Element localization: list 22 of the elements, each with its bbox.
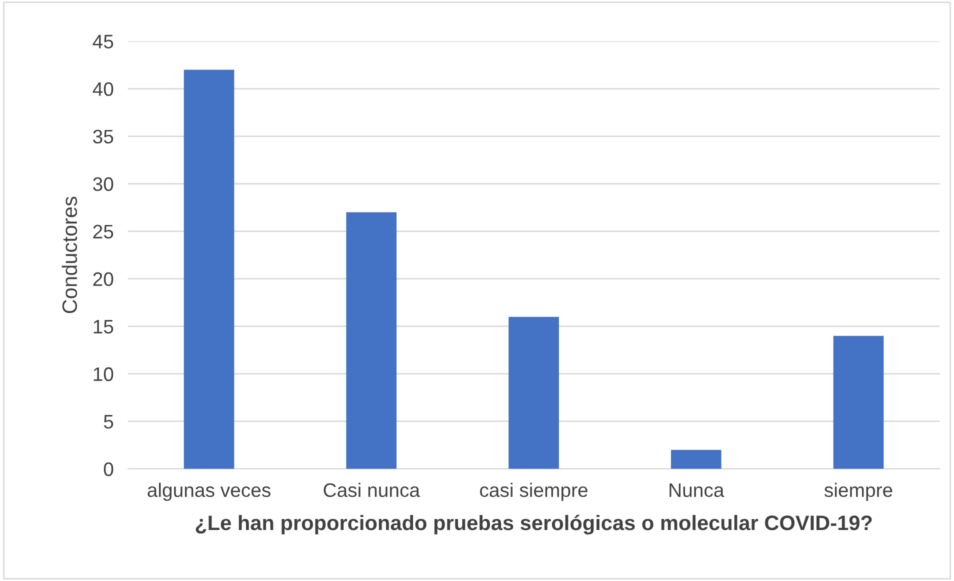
x-tick-label: casi siempre bbox=[480, 482, 588, 501]
x-axis-title: ¿Le han proporcionado pruebas serológicas o molecular COVID-19? bbox=[196, 514, 872, 534]
bar bbox=[184, 70, 234, 469]
x-tick-label: Casi nunca bbox=[324, 482, 420, 498]
y-tick-label: 0 bbox=[104, 462, 114, 476]
y-tick-label: 25 bbox=[93, 224, 114, 239]
y-tick-label: 35 bbox=[93, 130, 114, 144]
x-tick-label: siempre bbox=[824, 482, 892, 501]
y-tick-label: 15 bbox=[94, 320, 114, 334]
y-tick-label: 30 bbox=[93, 177, 114, 192]
x-tick-label: algunas veces bbox=[148, 482, 270, 501]
y-axis-title: Conductores bbox=[62, 196, 78, 314]
y-tick-label: 10 bbox=[94, 367, 114, 382]
bar bbox=[833, 336, 884, 469]
bar bbox=[346, 212, 397, 469]
bar bbox=[508, 316, 559, 469]
y-tick-label: 45 bbox=[92, 34, 114, 48]
y-tick-label: 40 bbox=[92, 82, 114, 96]
x-tick-label: Nunca bbox=[670, 483, 724, 498]
y-tick-label: 20 bbox=[93, 272, 114, 286]
y-tick-label: 5 bbox=[104, 415, 114, 429]
bar bbox=[670, 450, 722, 469]
